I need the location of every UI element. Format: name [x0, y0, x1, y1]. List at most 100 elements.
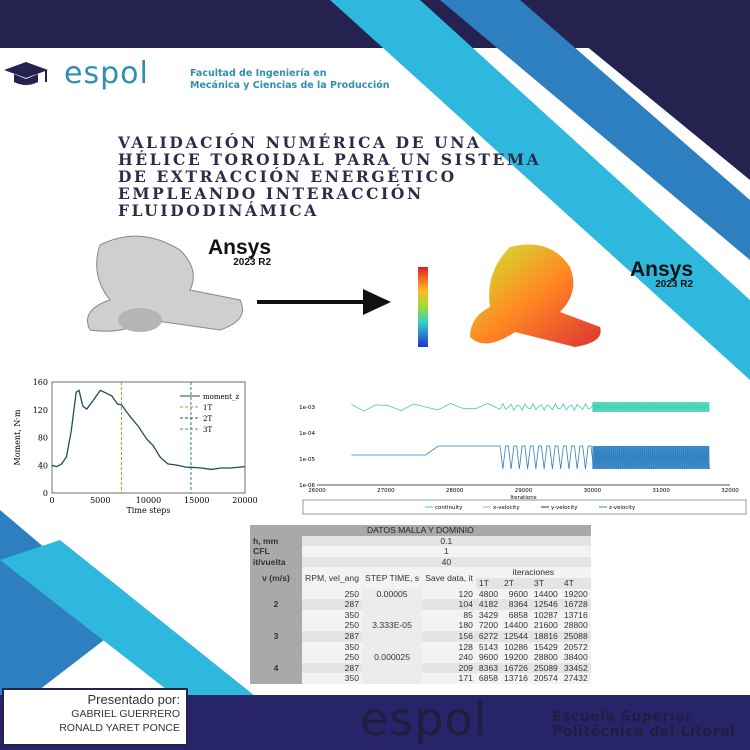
data-cell: 6858 — [501, 609, 531, 621]
plot-frame — [51, 381, 246, 494]
data-cell: 19200 — [501, 652, 531, 663]
data-cell: 6858 — [475, 673, 502, 684]
legend-label: moment_z — [203, 393, 239, 401]
data-cell: 20572 — [560, 641, 591, 653]
data-cell: 209 — [422, 662, 476, 674]
x-tick-label: 29000 — [515, 488, 533, 494]
table-row: 350 171 6858 13716 20574 27432 — [250, 673, 591, 684]
poster-title: VALIDACIÓN NUMÉRICA DE UNA HÉLICE TOROID… — [118, 133, 542, 220]
y-tick-label: 80 — [38, 434, 48, 443]
ansys-version: 2023 R2 — [233, 257, 272, 268]
series-dense-band — [592, 446, 710, 469]
data-cell: 10286 — [501, 641, 531, 653]
legend-label: 1T — [203, 404, 212, 412]
x-axis-label: Iterations — [510, 495, 536, 501]
sub-header: 2T — [501, 577, 531, 589]
table-row: 2 250 0.00005 120 4800 9600 14400 19200 — [250, 588, 591, 621]
data-cell: 4182 — [475, 599, 502, 610]
table-title-row: DATOS MALLA Y DOMINIO — [250, 525, 591, 536]
step-time-cell: 3.333E-05 — [361, 620, 423, 653]
data-cell: 8364 — [501, 599, 531, 610]
faculty-line: Facultad de Ingeniería en — [190, 68, 327, 79]
data-cell: 25088 — [560, 630, 591, 642]
param-value: 0.1 — [302, 535, 591, 547]
x-tick-label: 15000 — [184, 496, 209, 505]
col-header: v (m/s) — [250, 567, 302, 589]
faculty-name: Facultad de Ingeniería en Mecánica y Cie… — [190, 68, 390, 92]
data-cell: 9600 — [501, 588, 531, 600]
y-tick-label: 1e-05 — [299, 457, 315, 463]
data-cell: 13716 — [501, 673, 531, 684]
data-cell: 9600 — [475, 652, 502, 663]
col-header: iteraciones — [475, 567, 591, 578]
param-row: it/vuelta 40 — [250, 556, 591, 568]
data-cell: 33452 — [560, 662, 591, 674]
author-name: GABRIEL GUERRERO — [71, 708, 180, 720]
arrow-icon — [257, 289, 391, 315]
rpm-cell: 350 — [302, 609, 362, 621]
rpm-cell: 287 — [302, 662, 362, 674]
param-row: CFL 1 — [250, 546, 591, 557]
ansys-logo: Ansys 2023 R2 — [208, 236, 271, 268]
table-row: 287 104 4182 8364 12546 16728 — [250, 599, 591, 610]
param-value: 40 — [302, 556, 591, 568]
velocity-cell: 2 — [250, 588, 302, 621]
data-cell: 120 — [422, 588, 476, 600]
data-cell: 19200 — [560, 588, 591, 600]
data-cell: 240 — [422, 652, 476, 663]
legend-label: y-velocity — [551, 505, 578, 511]
sub-header: 4T — [560, 577, 591, 589]
moment-chart: 0 40 80 120 160 0 5000 10000 15000 20000 Time step… — [13, 378, 258, 515]
data-cell: 27432 — [560, 673, 591, 684]
rpm-cell: 350 — [302, 673, 362, 684]
x-tick-label: 5000 — [90, 496, 110, 505]
series-dense-band — [592, 402, 710, 412]
data-cell: 104 — [422, 599, 476, 610]
param-label: it/vuelta — [250, 556, 302, 568]
data-cell: 180 — [422, 620, 476, 631]
ansys-brand: Ansys — [630, 258, 694, 281]
school-line: Politécnica del Litoral — [552, 724, 736, 740]
data-cell: 16726 — [501, 662, 531, 674]
faculty-line: Mecánica y Ciencias de la Producción — [190, 80, 390, 91]
ansys-version: 2023 R2 — [655, 279, 694, 290]
table-row: 4 250 0.000025 240 9600 19200 28800 38400 — [250, 652, 591, 684]
x-tick-label: 0 — [49, 496, 54, 505]
data-cell: 6272 — [475, 630, 502, 642]
data-cell: 28800 — [530, 652, 561, 663]
data-cell: 18816 — [530, 630, 561, 642]
col-header: Save data, it — [422, 567, 476, 589]
data-cell: 15429 — [530, 641, 561, 653]
sub-header: 3T — [530, 577, 561, 589]
step-time-cell: 0.000025 — [361, 652, 423, 684]
y-tick-label: 1e-06 — [299, 483, 315, 489]
legend-label: z-velocity — [609, 505, 636, 511]
data-cell: 4800 — [475, 588, 502, 600]
data-cell: 28800 — [560, 620, 591, 631]
velocity-cell: 3 — [250, 620, 302, 653]
data-cell: 13716 — [560, 609, 591, 621]
param-row: h, mm 0.1 — [250, 535, 591, 547]
x-tick-label: 27000 — [377, 488, 395, 494]
espol-logo: espol — [64, 56, 149, 91]
rpm-cell: 287 — [302, 630, 362, 642]
school-name: Escuela Superior Politécnica del Litoral — [552, 710, 735, 740]
rpm-cell: 250 — [302, 620, 362, 631]
data-cell: 14400 — [530, 588, 561, 600]
y-tick-label: 120 — [33, 406, 48, 415]
data-cell: 10287 — [530, 609, 561, 621]
data-cell: 85 — [422, 609, 476, 621]
data-cell: 14400 — [501, 620, 531, 631]
y-axis-label: Moment, N·m — [13, 409, 22, 465]
x-tick-label: 28000 — [446, 488, 464, 494]
param-label: CFL — [250, 546, 302, 557]
y-tick-label: 1e-04 — [299, 431, 315, 437]
x-tick-label: 10000 — [136, 496, 161, 505]
x-tick-label: 20000 — [232, 496, 257, 505]
param-value: 1 — [302, 546, 591, 557]
table-row: 3 250 3.333E-05 180 7200 14400 21600 28800 — [250, 620, 591, 653]
legend-label: 3T — [203, 426, 212, 434]
data-cell: 12546 — [530, 599, 561, 610]
param-label: h, mm — [250, 535, 302, 547]
